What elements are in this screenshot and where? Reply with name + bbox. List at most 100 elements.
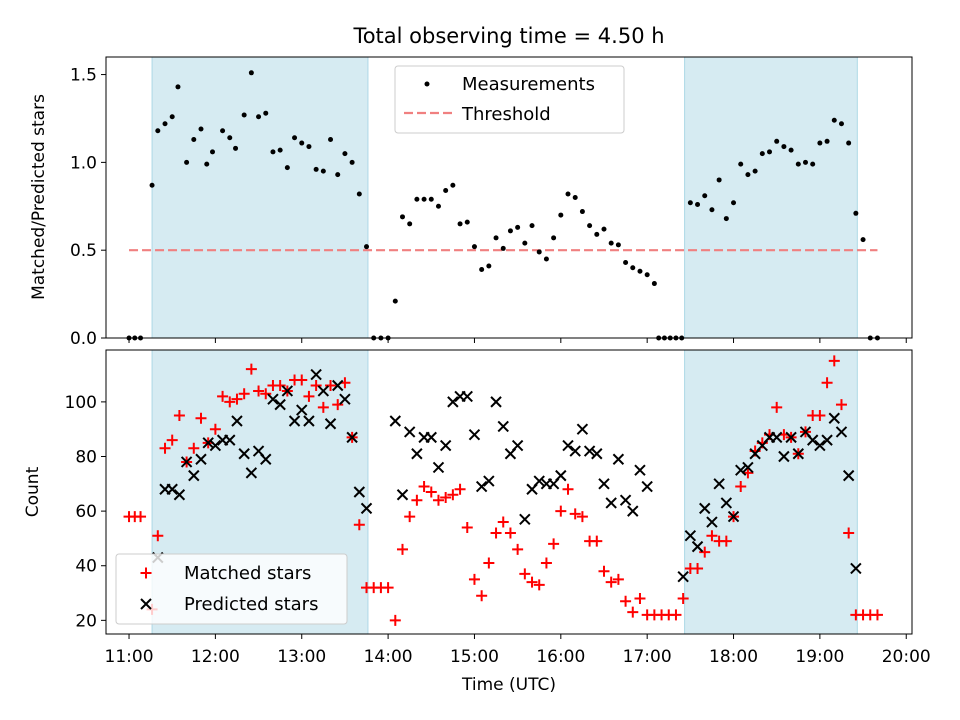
legend-threshold-label: Threshold bbox=[461, 104, 551, 125]
predicted-star-point bbox=[591, 448, 603, 460]
predicted-star-point bbox=[576, 423, 589, 435]
measurement-point bbox=[551, 235, 557, 241]
matched-star-point bbox=[555, 505, 567, 517]
matched-star-point bbox=[195, 412, 207, 424]
predicted-star-point bbox=[439, 439, 452, 452]
predicted-star-point bbox=[166, 483, 178, 495]
measurement-point bbox=[320, 168, 326, 174]
measurement-point bbox=[270, 149, 276, 155]
predicted-star-point bbox=[835, 426, 848, 438]
predicted-star-point bbox=[490, 396, 502, 408]
measurement-point bbox=[364, 244, 370, 250]
measurement-point bbox=[702, 193, 708, 199]
matched-star-point bbox=[332, 399, 344, 411]
night-band bbox=[151, 56, 369, 339]
measurement-point bbox=[601, 226, 607, 232]
matched-star-point bbox=[835, 399, 847, 411]
predicted-star-point bbox=[245, 467, 258, 479]
bottom-y-tick-label: 100 bbox=[65, 393, 97, 413]
matched-star-point bbox=[670, 609, 682, 621]
predicted-star-point bbox=[339, 393, 351, 405]
measurement-point bbox=[795, 161, 801, 167]
matched-star-point bbox=[159, 442, 171, 454]
measurement-point bbox=[241, 112, 247, 118]
measurement-point bbox=[155, 128, 161, 134]
matched-star-point bbox=[576, 511, 588, 523]
bottom-y-tick-label: 40 bbox=[75, 557, 97, 577]
bottom-x-ticks: 11:00 12:00 13:00 14:00 15:00 16:00 17:00 18:00… bbox=[105, 634, 931, 667]
predicted-star-point bbox=[425, 431, 437, 444]
measurement-point bbox=[687, 200, 693, 206]
bottom-y-ticks: 20 40 60 80 100 bbox=[65, 393, 106, 631]
matched-star-point bbox=[519, 568, 531, 580]
measurement-point bbox=[817, 140, 823, 146]
measurement-point bbox=[759, 151, 765, 157]
measurement-point bbox=[536, 249, 542, 255]
top-y-tick-label: 0.0 bbox=[70, 329, 97, 349]
measurement-point bbox=[204, 161, 210, 167]
measurement-point bbox=[414, 196, 420, 202]
matched-star-point bbox=[217, 390, 229, 402]
measurement-point bbox=[802, 159, 808, 165]
matched-star-point bbox=[303, 390, 315, 402]
measurement-point bbox=[558, 212, 564, 218]
measurement-point bbox=[515, 224, 521, 230]
legend-measurements-label: Measurements bbox=[462, 74, 595, 95]
measurement-point bbox=[579, 209, 585, 215]
matched-star-point bbox=[209, 423, 221, 435]
measurement-point bbox=[428, 196, 434, 202]
matched-star-point bbox=[454, 483, 466, 495]
matched-star-point bbox=[490, 527, 502, 539]
predicted-star-point bbox=[583, 445, 596, 457]
measurement-point bbox=[767, 149, 773, 155]
top-axes-frame bbox=[105, 56, 913, 339]
matched-star-point bbox=[432, 494, 444, 506]
predicted-star-point bbox=[483, 475, 495, 487]
measurement-point bbox=[471, 244, 477, 250]
predicted-star-point bbox=[735, 464, 747, 476]
top-y-axis-label: Matched/Predicted stars bbox=[29, 94, 49, 300]
predicted-star-point bbox=[641, 480, 653, 493]
predicted-star-point bbox=[403, 426, 416, 438]
x-tick-label: 16:00 bbox=[536, 647, 585, 667]
measurement-point bbox=[608, 240, 614, 246]
ratio-series bbox=[126, 70, 880, 341]
predicted-star-point bbox=[770, 431, 783, 444]
predicted-star-point bbox=[389, 415, 402, 427]
predicted-star-point bbox=[267, 393, 279, 405]
measurement-point bbox=[248, 70, 254, 76]
matched-star-point bbox=[540, 557, 552, 569]
measurement-point bbox=[615, 242, 621, 248]
matched-star-point bbox=[411, 494, 423, 506]
measurement-point bbox=[738, 161, 744, 167]
matched-star-point bbox=[591, 535, 603, 547]
matched-star-point bbox=[677, 593, 689, 604]
matched-star-point bbox=[325, 380, 337, 391]
matched-star-point bbox=[497, 516, 509, 528]
matched-star-point bbox=[173, 410, 185, 422]
matched-star-point bbox=[425, 486, 437, 498]
measurement-point bbox=[210, 149, 216, 155]
measurement-point bbox=[731, 200, 737, 206]
legend-matched-marker bbox=[140, 567, 152, 579]
measurement-point bbox=[149, 182, 155, 188]
measurement-point bbox=[233, 145, 239, 151]
matched-star-point bbox=[706, 530, 718, 542]
night-band bbox=[684, 56, 858, 339]
measurement-point bbox=[169, 114, 175, 120]
count-series bbox=[123, 355, 883, 626]
top-y-ticks: 0.0 0.5 1.0 1.5 bbox=[70, 66, 106, 349]
matched-star-point bbox=[260, 388, 272, 400]
x-tick-label: 17:00 bbox=[623, 647, 672, 667]
x-tick-label: 15:00 bbox=[450, 647, 499, 667]
matched-star-point bbox=[843, 527, 855, 539]
matched-star-point bbox=[533, 579, 545, 591]
measurement-point bbox=[486, 263, 492, 269]
bottom-axes-frame bbox=[105, 349, 913, 635]
measurement-point bbox=[220, 128, 226, 134]
measurement-point bbox=[450, 182, 456, 188]
predicted-star-point bbox=[209, 439, 222, 452]
measurement-point bbox=[500, 245, 506, 251]
predicted-star-point bbox=[475, 480, 488, 493]
predicted-star-point bbox=[619, 494, 632, 506]
